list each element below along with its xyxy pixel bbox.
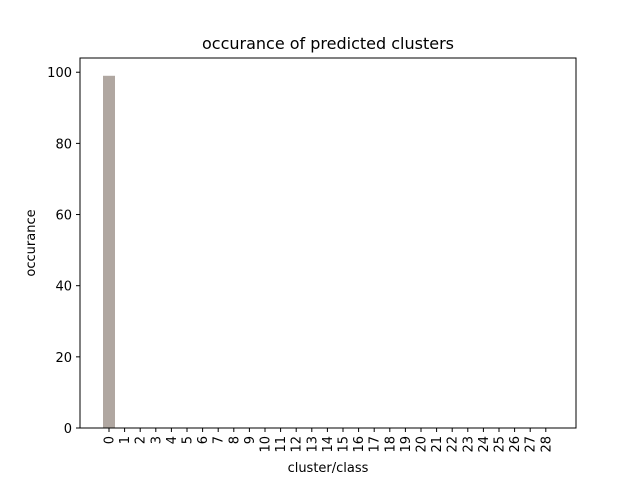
x-tick-label: 6 — [196, 436, 211, 444]
x-tick-label: 10 — [259, 436, 274, 453]
x-tick-label: 14 — [321, 436, 336, 453]
x-tick-label: 1 — [118, 436, 133, 444]
y-tick-label: 60 — [55, 209, 72, 224]
x-tick-label: 27 — [524, 436, 539, 453]
chart-title: occurance of predicted clusters — [202, 34, 454, 53]
bars-group — [103, 75, 115, 429]
y-tick-label: 100 — [47, 66, 72, 81]
x-tick-label: 21 — [430, 436, 445, 453]
bar-0 — [103, 75, 115, 429]
x-tick-label: 28 — [539, 436, 554, 453]
x-tick-label: 18 — [383, 436, 398, 453]
y-tick-label: 20 — [55, 351, 72, 366]
x-tick-label: 26 — [508, 436, 523, 453]
x-tick-label: 24 — [477, 436, 492, 453]
x-tick-label: 22 — [446, 436, 461, 453]
y-axis: 0 20 40 60 80 100 — [47, 66, 80, 437]
plot-frame — [79, 57, 577, 429]
x-tick-label: 15 — [337, 436, 352, 453]
x-tick-label: 3 — [149, 436, 164, 444]
x-tick-label: 17 — [368, 436, 383, 453]
x-tick-label: 25 — [493, 436, 508, 453]
y-axis-label: occurance — [24, 209, 39, 276]
x-tick-label: 23 — [461, 436, 476, 453]
x-tick-label: 11 — [274, 436, 289, 453]
x-axis-label: cluster/class — [288, 461, 369, 476]
x-tick-label: 5 — [181, 436, 196, 444]
y-tick-label: 80 — [55, 137, 72, 152]
x-axis: 0 1 2 3 4 5 6 7 8 9 10 11 12 13 14 15 16 17 18 19 20 21 22 23 24… — [103, 428, 554, 453]
y-tick-label: 0 — [64, 422, 72, 437]
x-tick-label: 2 — [134, 436, 149, 444]
x-tick-label: 7 — [212, 436, 227, 444]
x-tick-label: 12 — [290, 436, 305, 453]
y-tick-label: 40 — [55, 280, 72, 295]
x-tick-label: 16 — [352, 436, 367, 453]
x-tick-label: 9 — [243, 436, 258, 444]
x-tick-label: 8 — [227, 436, 242, 444]
x-tick-label: 20 — [415, 436, 430, 453]
x-tick-label: 19 — [399, 436, 414, 453]
x-tick-label: 0 — [103, 436, 118, 444]
x-tick-label: 4 — [165, 436, 180, 444]
x-tick-label: 13 — [305, 436, 320, 453]
